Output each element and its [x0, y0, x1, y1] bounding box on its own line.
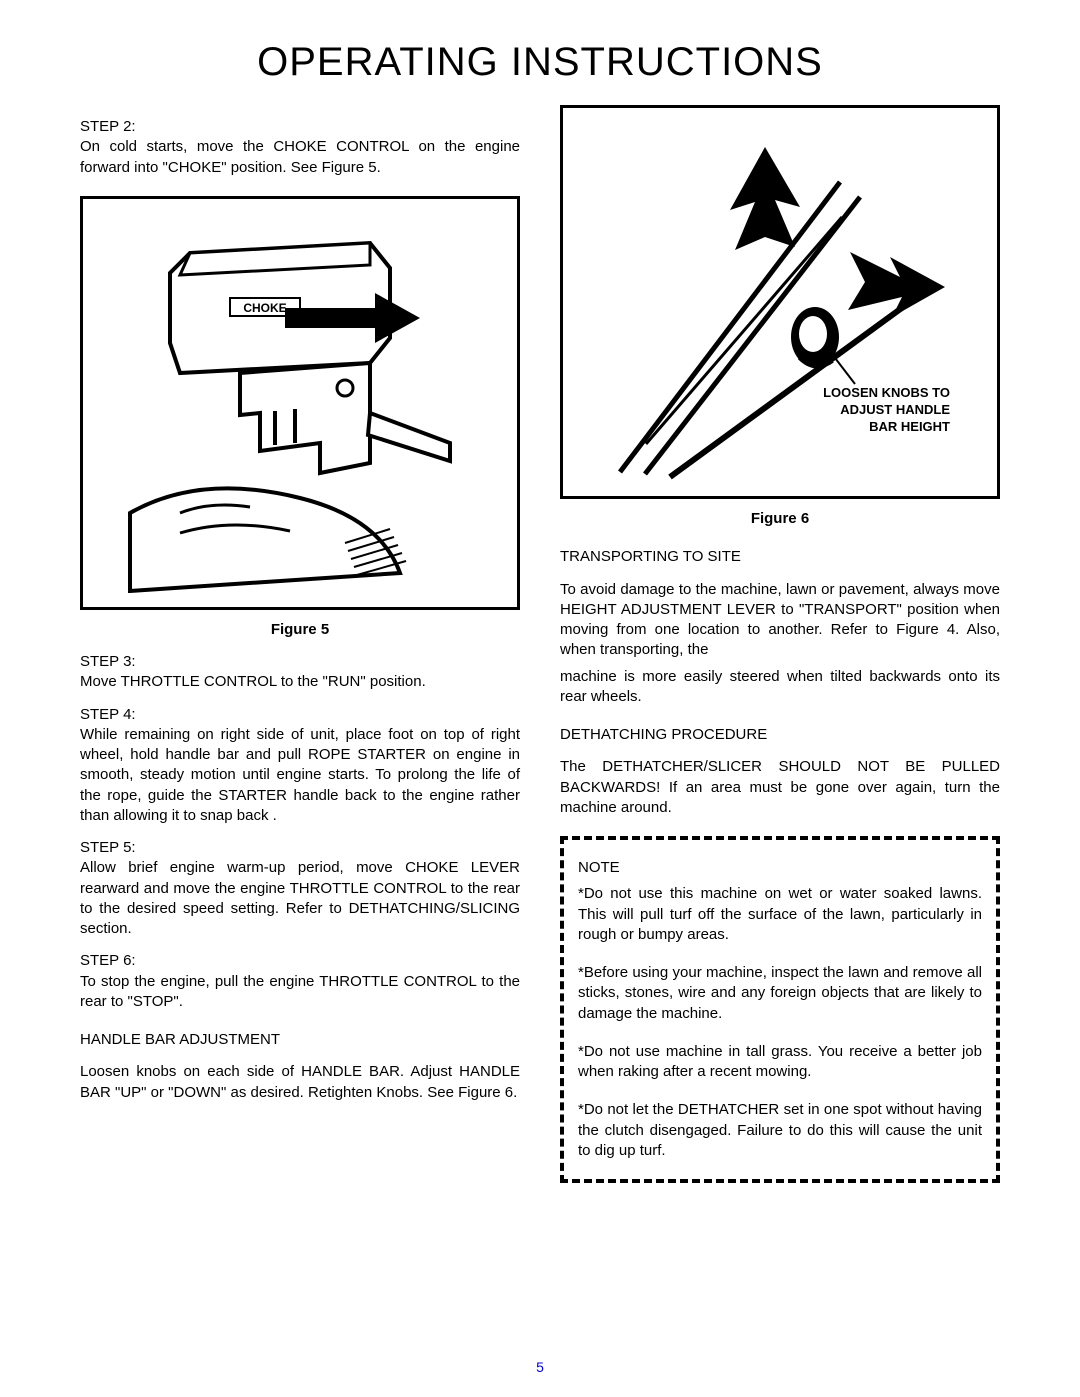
step6-body: To stop the engine, pull the engine THRO…	[80, 972, 520, 1013]
step2-label: STEP 2:	[80, 117, 520, 137]
dethatch-heading: DETHATCHING PROCEDURE	[560, 725, 1000, 745]
step5-body: Allow brief engine warm-up period, move …	[80, 858, 520, 939]
transport-heading: TRANSPORTING TO SITE	[560, 547, 1000, 567]
figure-6-caption: Figure 6	[560, 509, 1000, 529]
step2-body: On cold starts, move the CHOKE CONTROL o…	[80, 137, 520, 178]
fig6-callout-1: LOOSEN KNOBS TO	[823, 385, 950, 400]
handlebar-body: Loosen knobs on each side of HANDLE BAR.…	[80, 1062, 520, 1103]
step4-body: While remaining on right side of unit, p…	[80, 725, 520, 826]
step5-label: STEP 5:	[80, 838, 520, 858]
transport-body-2: machine is more easily steered when tilt…	[560, 667, 1000, 708]
step6-label: STEP 6:	[80, 951, 520, 971]
figure-6-illustration: LOOSEN KNOBS TO ADJUST HANDLE BAR HEIGHT	[600, 122, 960, 482]
figure-5-illustration: CHOKE	[120, 213, 480, 593]
note-heading: NOTE	[578, 858, 982, 878]
step4-label: STEP 4:	[80, 705, 520, 725]
choke-label-text: CHOKE	[243, 301, 286, 315]
right-column: LOOSEN KNOBS TO ADJUST HANDLE BAR HEIGHT…	[560, 105, 1000, 1183]
page-title: OPERATING INSTRUCTIONS	[80, 40, 1000, 85]
figure-5-box: CHOKE	[80, 196, 520, 610]
figure-5-caption: Figure 5	[80, 620, 520, 640]
note-box: NOTE *Do not use this machine on wet or …	[560, 836, 1000, 1183]
step3-label: STEP 3:	[80, 652, 520, 672]
note-item-3: *Do not use machine in tall grass. You r…	[578, 1042, 982, 1083]
fig6-callout-3: BAR HEIGHT	[869, 419, 950, 434]
dethatch-body: The DETHATCHER/SLICER SHOULD NOT BE PULL…	[560, 757, 1000, 818]
transport-body-1: To avoid damage to the machine, lawn or …	[560, 580, 1000, 661]
note-item-2: *Before using your machine, inspect the …	[578, 963, 982, 1024]
fig6-callout-2: ADJUST HANDLE	[840, 402, 950, 417]
step3-body: Move THROTTLE CONTROL to the "RUN" posit…	[80, 672, 520, 692]
handlebar-heading: HANDLE BAR ADJUSTMENT	[80, 1030, 520, 1050]
note-item-1: *Do not use this machine on wet or water…	[578, 884, 982, 945]
left-column: STEP 2: On cold starts, move the CHOKE C…	[80, 105, 520, 1183]
page-number: 5	[536, 1359, 544, 1375]
figure-6-box: LOOSEN KNOBS TO ADJUST HANDLE BAR HEIGHT	[560, 105, 1000, 499]
two-column-layout: STEP 2: On cold starts, move the CHOKE C…	[80, 105, 1000, 1183]
note-item-4: *Do not let the DETHATCHER set in one sp…	[578, 1100, 982, 1161]
